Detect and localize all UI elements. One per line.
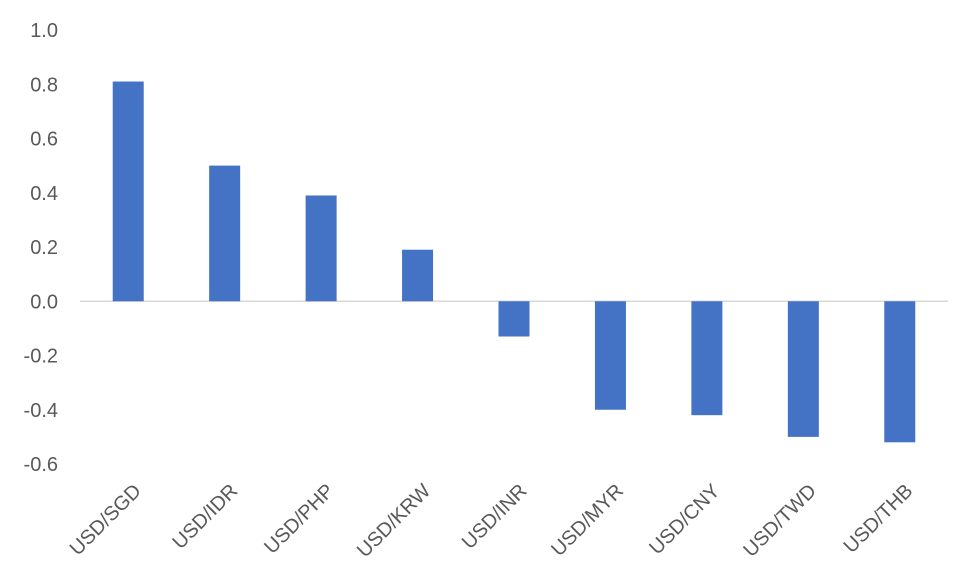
x-tick-label: USD/IDR	[168, 480, 242, 554]
y-tick-label: 0.2	[30, 237, 58, 259]
y-axis: 1.0 0.8 0.6 0.4 0.2 0.0 -0.2 -0.4 -0.6	[24, 20, 58, 476]
y-tick-label: 0.6	[30, 129, 58, 151]
y-tick-label: 0.0	[30, 291, 58, 313]
x-tick-label: USD/PHP	[260, 480, 338, 558]
x-tick-label: USD/KRW	[353, 480, 435, 562]
x-tick-label: USD/CNY	[645, 480, 724, 559]
x-tick-label: USD/SGD	[66, 480, 146, 560]
y-tick-label: 1.0	[30, 20, 58, 42]
bar-usd-myr	[594, 301, 626, 410]
bar-usd-twd	[787, 301, 819, 437]
x-tick-label: USD/TWD	[739, 480, 821, 562]
bar-usd-idr	[209, 165, 241, 302]
bar-usd-php	[305, 195, 337, 302]
x-tick-label: USD/THB	[840, 480, 918, 558]
x-tick-label: USD/MYR	[547, 480, 628, 561]
y-tick-label: -0.4	[24, 400, 58, 422]
x-tick-label: USD/INR	[458, 480, 532, 554]
bar-usd-inr	[498, 301, 530, 337]
y-tick-label: -0.2	[24, 346, 58, 368]
y-tick-label: 0.4	[30, 183, 58, 205]
y-tick-label: 0.8	[30, 74, 58, 96]
bar-usd-thb	[884, 301, 916, 443]
bar-usd-sgd	[112, 81, 144, 302]
bar-usd-cny	[691, 301, 723, 416]
y-tick-label: -0.6	[24, 454, 58, 476]
x-axis: USD/SGD USD/IDR USD/PHP USD/KRW USD/INR USD/M…	[66, 480, 918, 562]
bar-usd-krw	[402, 249, 434, 302]
bars	[112, 81, 916, 443]
